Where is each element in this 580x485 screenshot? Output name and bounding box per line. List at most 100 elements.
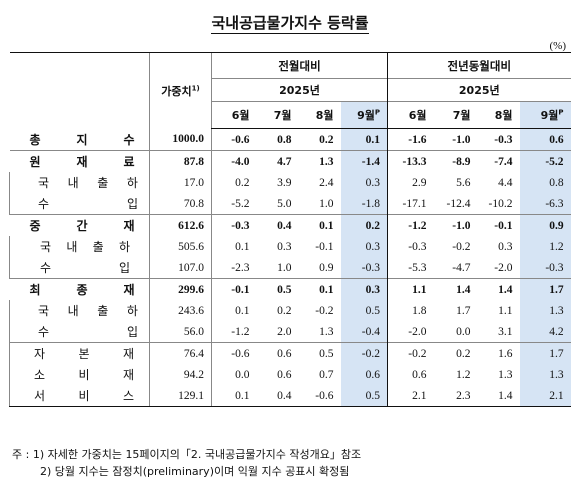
- table-row: 국 내 출 하 505.6 0.1 0.3 -0.1 0.3 -0.3 -0.2 0.3 1.2: [9, 236, 571, 257]
- yoy-cell: -8.9: [433, 150, 478, 172]
- weight-cell: 87.8: [149, 150, 212, 172]
- yoy-cell: 4.4: [498, 176, 513, 189]
- table-row: 중 간 재 612.6 -0.3 0.4 0.1 0.2 -1.2 -1.0 -0.1 0.9: [9, 214, 571, 236]
- mom-cell: -0.6: [298, 385, 341, 407]
- weight-cell: 1000.0: [149, 128, 212, 151]
- yoy-cell: 1.4: [477, 278, 520, 300]
- yoy-cell: -1.6: [387, 128, 434, 151]
- yoy-cell: 1.8: [387, 300, 434, 321]
- yoy-cell: -6.3: [519, 193, 571, 215]
- mom-cell: 0.2: [211, 172, 257, 193]
- mom-cell: -0.3: [340, 257, 388, 279]
- mom-cell: -1.2: [211, 321, 257, 343]
- yoy-cell: 1.7: [519, 278, 571, 300]
- yoy-cell: 1.7: [519, 342, 571, 364]
- yoy-cell: -2.0: [387, 321, 434, 343]
- price-index-table: 가중치1) 전월대비 전년동월대비 2025년 2025년 6월 7월 8월 9월P 6…: [9, 52, 571, 407]
- yoy-cell: 0.2: [433, 342, 478, 364]
- weight-cell: 76.4: [149, 342, 212, 364]
- header-weight: 가중치1): [149, 52, 212, 129]
- mom-cell: -1.4: [340, 150, 388, 172]
- mom-cell: -0.6: [211, 342, 257, 364]
- mom-cell: 0.9: [319, 261, 334, 274]
- header-month-mom-4: 9월P: [340, 101, 388, 129]
- mom-cell: 1.0: [319, 197, 334, 210]
- table-row: 총 지 수 1000.0 -0.6 0.8 0.2 0.1 -1.6 -1.0 -0.3 0.6: [10, 128, 571, 151]
- yoy-cell: -0.2: [452, 240, 471, 253]
- yoy-cell: 0.6: [387, 364, 434, 385]
- mom-cell: 0.1: [211, 300, 257, 321]
- header-year-mom: 2025년: [210, 78, 388, 102]
- table-row: 수 입 107.0 -2.3 1.0 0.9 -0.3 -5.3 -4.7 -2.0 -0.3: [9, 257, 571, 279]
- unit-label: (%): [549, 40, 567, 52]
- weight-cell: 612.6: [149, 214, 212, 236]
- mom-cell: 0.1: [298, 214, 341, 236]
- mom-cell: 0.2: [277, 304, 292, 317]
- mom-cell: 0.2: [340, 214, 388, 236]
- mom-cell: 0.5: [256, 278, 299, 300]
- yoy-cell: 5.6: [456, 176, 471, 189]
- header-yoy: 전년동월대비: [387, 52, 571, 79]
- yoy-cell: -4.7: [452, 261, 471, 274]
- mom-cell: 2.0: [277, 325, 292, 338]
- mom-cell: 0.3: [277, 240, 292, 253]
- mom-cell: 0.0: [211, 364, 257, 385]
- yoy-cell: 4.2: [519, 321, 571, 343]
- yoy-cell: -0.3: [519, 257, 571, 279]
- mom-cell: 1.3: [319, 325, 334, 338]
- mom-cell: -0.6: [211, 128, 257, 151]
- mom-cell: 0.4: [256, 385, 299, 407]
- table-row: 자 본 재 76.4 -0.6 0.6 0.5 -0.2 -0.2 0.2 1.6 1.7: [9, 342, 571, 364]
- yoy-cell: -0.2: [387, 342, 434, 364]
- yoy-cell: 1.1: [498, 304, 513, 317]
- yoy-cell: 1.2: [456, 368, 471, 381]
- header-row-months: 6월 7월 8월 9월P 6월 7월 8월 9월P: [10, 101, 571, 129]
- mom-cell: 0.1: [340, 128, 388, 151]
- yoy-cell: -12.4: [446, 197, 471, 210]
- weight-cell: 107.0: [149, 257, 212, 279]
- table-row: 소 비 재 94.2 0.0 0.6 0.7 0.6 0.6 1.2 1.3 1.3: [9, 364, 571, 385]
- yoy-cell: -10.2: [488, 197, 513, 210]
- mom-cell: 2.4: [319, 176, 334, 189]
- header-month-yoy-1: 6월: [387, 101, 434, 129]
- header-month-mom-2: 7월: [256, 101, 299, 129]
- yoy-cell: -5.3: [387, 257, 434, 279]
- weight-cell: 70.8: [149, 193, 212, 215]
- mom-cell: 1.3: [298, 150, 341, 172]
- prelim-mark: P: [374, 108, 381, 117]
- weight-cell: 505.6: [149, 236, 212, 257]
- yoy-cell: 1.3: [519, 364, 571, 385]
- mom-cell: -0.4: [340, 321, 388, 343]
- header-month-mom-1: 6월: [211, 101, 257, 129]
- weight-cell: 243.6: [149, 300, 212, 321]
- mom-cell: -0.1: [315, 240, 334, 253]
- yoy-cell: 1.3: [519, 300, 571, 321]
- header-mom: 전월대비: [210, 52, 388, 79]
- header-row-groups: 가중치1) 전월대비 전년동월대비: [9, 52, 571, 129]
- mom-cell: 0.3: [340, 172, 388, 193]
- yoy-cell: 1.3: [498, 368, 513, 381]
- weight-cell: 17.0: [149, 172, 212, 193]
- table-row: 수 입 56.0 -1.2 2.0 1.3 -0.4 -2.0 0.0 3.1 4.2: [9, 321, 571, 343]
- mom-cell: 3.9: [277, 176, 292, 189]
- weight-cell: 56.0: [149, 321, 212, 343]
- yoy-cell: 2.9: [387, 172, 434, 193]
- yoy-cell: -7.4: [477, 150, 520, 172]
- mom-cell: 0.6: [340, 364, 388, 385]
- table-row: 서 비 스 129.1 0.1 0.4 -0.6 0.5 2.1 2.3 1.4 2.1: [9, 385, 571, 407]
- mom-cell: 0.6: [256, 342, 299, 364]
- mom-cell: -0.3: [211, 214, 257, 236]
- table-row: 수 입 70.8 -5.2 5.0 1.0 -1.8 -17.1 -12.4 -10.2 -6.3: [9, 193, 571, 215]
- table-row: 원 재 료 87.8 -4.0 4.7 1.3 -1.4 -13.3 -8.9 -7.4 -5.2: [9, 150, 571, 172]
- header-month-yoy-3: 8월: [477, 101, 520, 129]
